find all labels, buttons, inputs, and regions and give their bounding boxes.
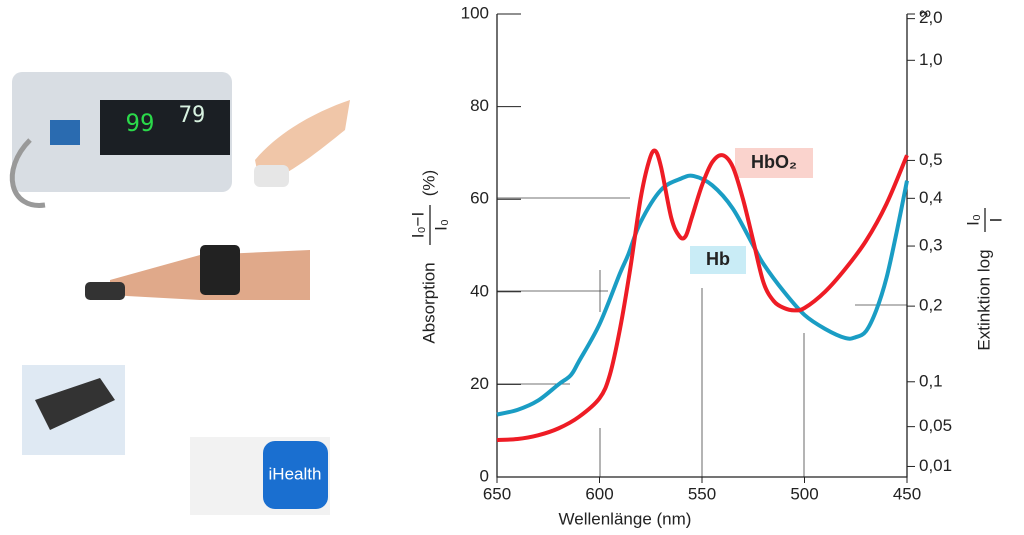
y2-axis-word: Extinktion log [974,249,993,350]
finger-clip [85,282,125,300]
x-tick-label: 650 [483,484,511,503]
y-tick-label: 0 [480,466,489,485]
y-axis-word: Absorption [419,262,438,343]
series-label: HbO₂ [751,152,797,172]
y-axis-label: Absorption I₀−I I₀ (%) [408,170,450,344]
y-tick-label: 60 [470,189,489,208]
x-tick-label: 500 [790,484,818,503]
y-tick-label: 20 [470,374,489,393]
line-0 [496,173,909,417]
wrist-device [200,245,240,295]
y2-tick-label: 0,4 [919,188,943,207]
y2-axis-numerator: I₀ [963,214,982,226]
app-icon [263,441,328,509]
y-axis-numerator: I₀−I [408,212,427,238]
label-box [735,148,813,178]
y-axis-denominator: I₀ [431,219,450,231]
monitor-screen [100,100,230,155]
y2-tick-label: 1,0 [919,50,943,69]
series-label: Hb [706,249,730,269]
y2-tick-label: 2,0 [919,8,943,27]
x-tick-label: 600 [585,484,613,503]
y2-tick-label: 0,01 [919,456,952,475]
y2-tick-label: 0,3 [919,236,943,255]
y2-axis-label: Extinktion log I₀ I [963,208,1005,351]
y-tick-label: 80 [470,96,489,115]
x-axis-label: Wellenlänge (nm) [559,509,692,528]
probe-port [50,120,80,145]
y-tick-label: 40 [470,281,489,300]
line-1 [496,148,909,442]
pulse-reading: 79 [179,103,206,128]
app-label: iHealth [269,464,322,483]
x-tick-label: 550 [688,484,716,503]
cable [9,138,46,208]
finger-sensor [254,165,289,187]
y2-tick-label: 0,1 [919,371,943,390]
photos: 99 79 iHealth [9,72,350,515]
hand [255,100,350,185]
y2-tick-label: ∞ [919,3,931,22]
y2-tick-label: 0,05 [919,416,952,435]
spo2-reading: 99 [126,109,155,137]
y2-tick-label: 0,5 [919,150,943,169]
chart: Wellenlänge (nm) Absorption I₀−I I₀ (%) … [408,3,1005,528]
x-tick-label: 450 [893,484,921,503]
y2-tick-label: 0,2 [919,296,943,315]
label-box [690,246,746,274]
y-axis-unit: (%) [419,170,438,196]
y2-axis-denominator: I [986,218,1005,223]
y-tick-label: 100 [461,3,489,22]
fingertip-oximeter [35,378,115,430]
